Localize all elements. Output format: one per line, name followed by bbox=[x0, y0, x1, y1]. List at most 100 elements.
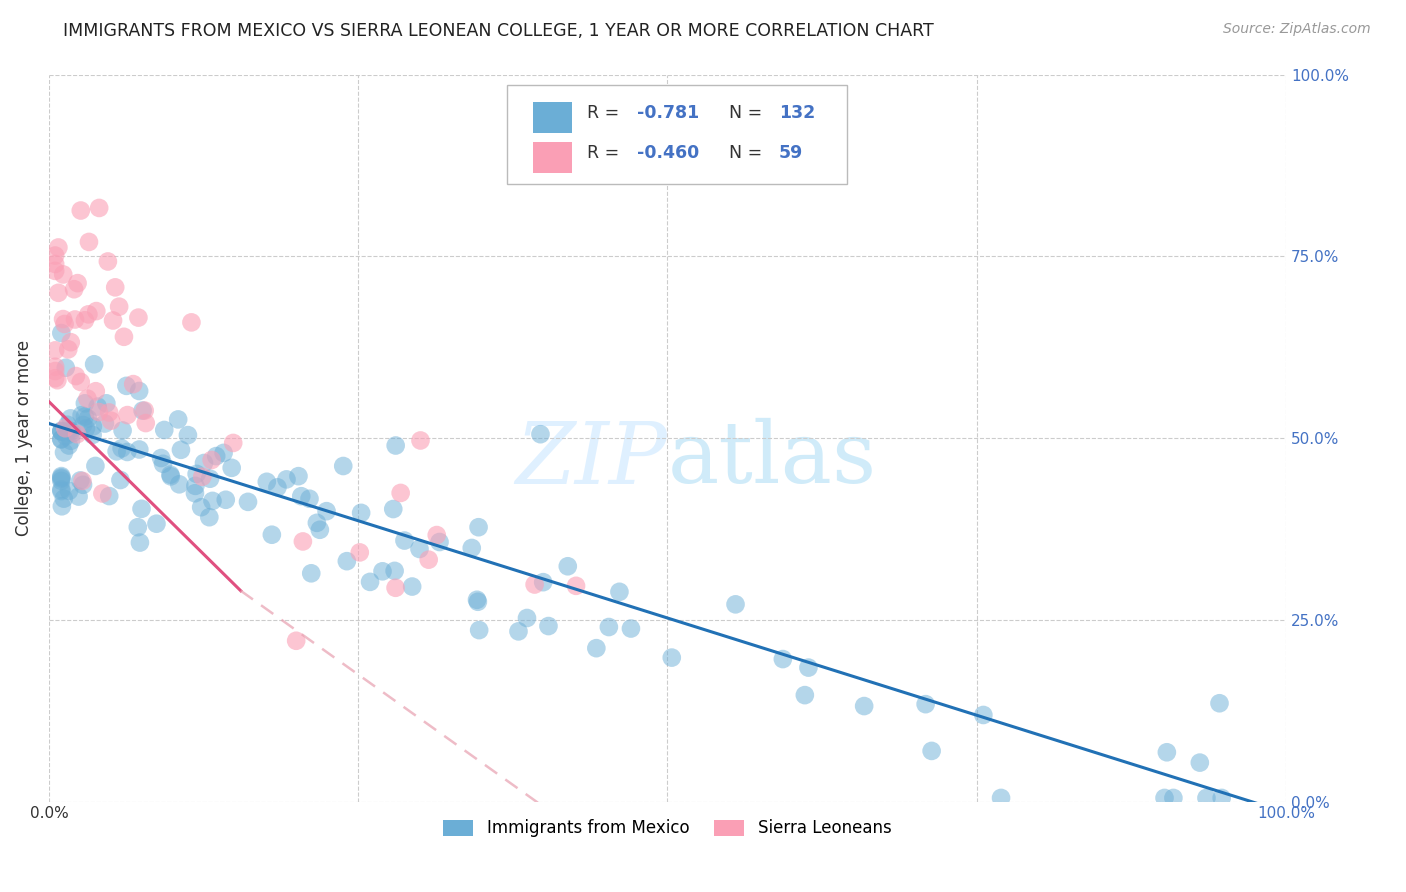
Point bbox=[384, 581, 406, 595]
Point bbox=[418, 552, 440, 566]
Point bbox=[117, 445, 139, 459]
Point bbox=[128, 442, 150, 457]
Point bbox=[77, 411, 100, 425]
Point bbox=[66, 276, 89, 290]
FancyBboxPatch shape bbox=[506, 86, 846, 184]
Point bbox=[260, 527, 283, 541]
Point bbox=[290, 489, 312, 503]
Point bbox=[84, 458, 107, 473]
Point bbox=[467, 520, 489, 534]
Point bbox=[305, 516, 328, 530]
Text: -0.781: -0.781 bbox=[637, 103, 699, 121]
Point bbox=[159, 467, 181, 482]
Point bbox=[51, 484, 73, 499]
Point bbox=[84, 304, 107, 318]
Point bbox=[1208, 696, 1230, 710]
Point bbox=[523, 577, 546, 591]
Point bbox=[772, 652, 794, 666]
Point bbox=[198, 472, 221, 486]
Point bbox=[1195, 791, 1218, 805]
Text: 132: 132 bbox=[779, 103, 815, 121]
Point bbox=[60, 434, 83, 448]
Point bbox=[266, 480, 288, 494]
Text: R =: R = bbox=[588, 103, 624, 121]
Bar bbox=[533, 142, 572, 173]
Point bbox=[100, 414, 122, 428]
Point bbox=[371, 564, 394, 578]
Point bbox=[84, 384, 107, 399]
Point bbox=[276, 472, 298, 486]
Point bbox=[409, 434, 432, 448]
Point bbox=[661, 650, 683, 665]
Point bbox=[177, 428, 200, 442]
Point bbox=[101, 313, 124, 327]
Point bbox=[170, 442, 193, 457]
Point bbox=[83, 357, 105, 371]
Text: Source: ZipAtlas.com: Source: ZipAtlas.com bbox=[1223, 22, 1371, 37]
Point bbox=[401, 580, 423, 594]
Point bbox=[48, 240, 70, 254]
Point bbox=[134, 403, 156, 417]
Point bbox=[598, 620, 620, 634]
Point bbox=[82, 419, 104, 434]
Point bbox=[59, 424, 82, 438]
Point bbox=[72, 417, 94, 432]
Point bbox=[110, 473, 132, 487]
Text: IMMIGRANTS FROM MEXICO VS SIERRA LEONEAN COLLEGE, 1 YEAR OR MORE CORRELATION CHA: IMMIGRANTS FROM MEXICO VS SIERRA LEONEAN… bbox=[63, 22, 934, 40]
Point bbox=[112, 330, 135, 344]
Point bbox=[298, 491, 321, 506]
Point bbox=[152, 457, 174, 471]
Point bbox=[82, 428, 104, 442]
Point bbox=[72, 474, 94, 488]
Point bbox=[76, 392, 98, 406]
Point bbox=[236, 495, 259, 509]
Point bbox=[382, 502, 405, 516]
Point bbox=[921, 744, 943, 758]
Point bbox=[468, 623, 491, 637]
Point bbox=[256, 475, 278, 489]
Point bbox=[793, 688, 815, 702]
Point bbox=[53, 445, 76, 459]
Point bbox=[797, 660, 820, 674]
Point bbox=[191, 469, 214, 483]
Point bbox=[467, 595, 489, 609]
Point bbox=[44, 359, 66, 374]
Text: 59: 59 bbox=[779, 144, 803, 161]
Point bbox=[972, 708, 994, 723]
Point bbox=[44, 257, 66, 271]
Point bbox=[87, 405, 110, 419]
Y-axis label: College, 1 year or more: College, 1 year or more bbox=[15, 340, 32, 536]
Point bbox=[51, 472, 73, 486]
Point bbox=[184, 479, 207, 493]
Point bbox=[299, 566, 322, 581]
Point bbox=[205, 449, 228, 463]
Point bbox=[51, 425, 73, 439]
Point bbox=[58, 483, 80, 498]
Point bbox=[565, 579, 588, 593]
Point bbox=[44, 248, 66, 262]
Point bbox=[384, 438, 406, 452]
Point bbox=[94, 417, 117, 431]
Point bbox=[287, 469, 309, 483]
Point bbox=[128, 384, 150, 398]
Point bbox=[1211, 791, 1233, 805]
Point bbox=[193, 456, 215, 470]
Text: N =: N = bbox=[730, 144, 768, 161]
Point bbox=[44, 264, 66, 278]
Point bbox=[135, 416, 157, 430]
Point bbox=[51, 432, 73, 446]
Point bbox=[111, 442, 134, 456]
Point bbox=[69, 474, 91, 488]
Point bbox=[201, 453, 224, 467]
Point bbox=[56, 417, 79, 432]
Point bbox=[215, 492, 238, 507]
Point bbox=[508, 624, 530, 639]
Point bbox=[285, 633, 308, 648]
Point bbox=[108, 300, 131, 314]
Point bbox=[394, 533, 416, 548]
Point bbox=[117, 408, 139, 422]
Point bbox=[198, 510, 221, 524]
Point bbox=[44, 371, 66, 385]
Point bbox=[350, 506, 373, 520]
Point bbox=[104, 280, 127, 294]
